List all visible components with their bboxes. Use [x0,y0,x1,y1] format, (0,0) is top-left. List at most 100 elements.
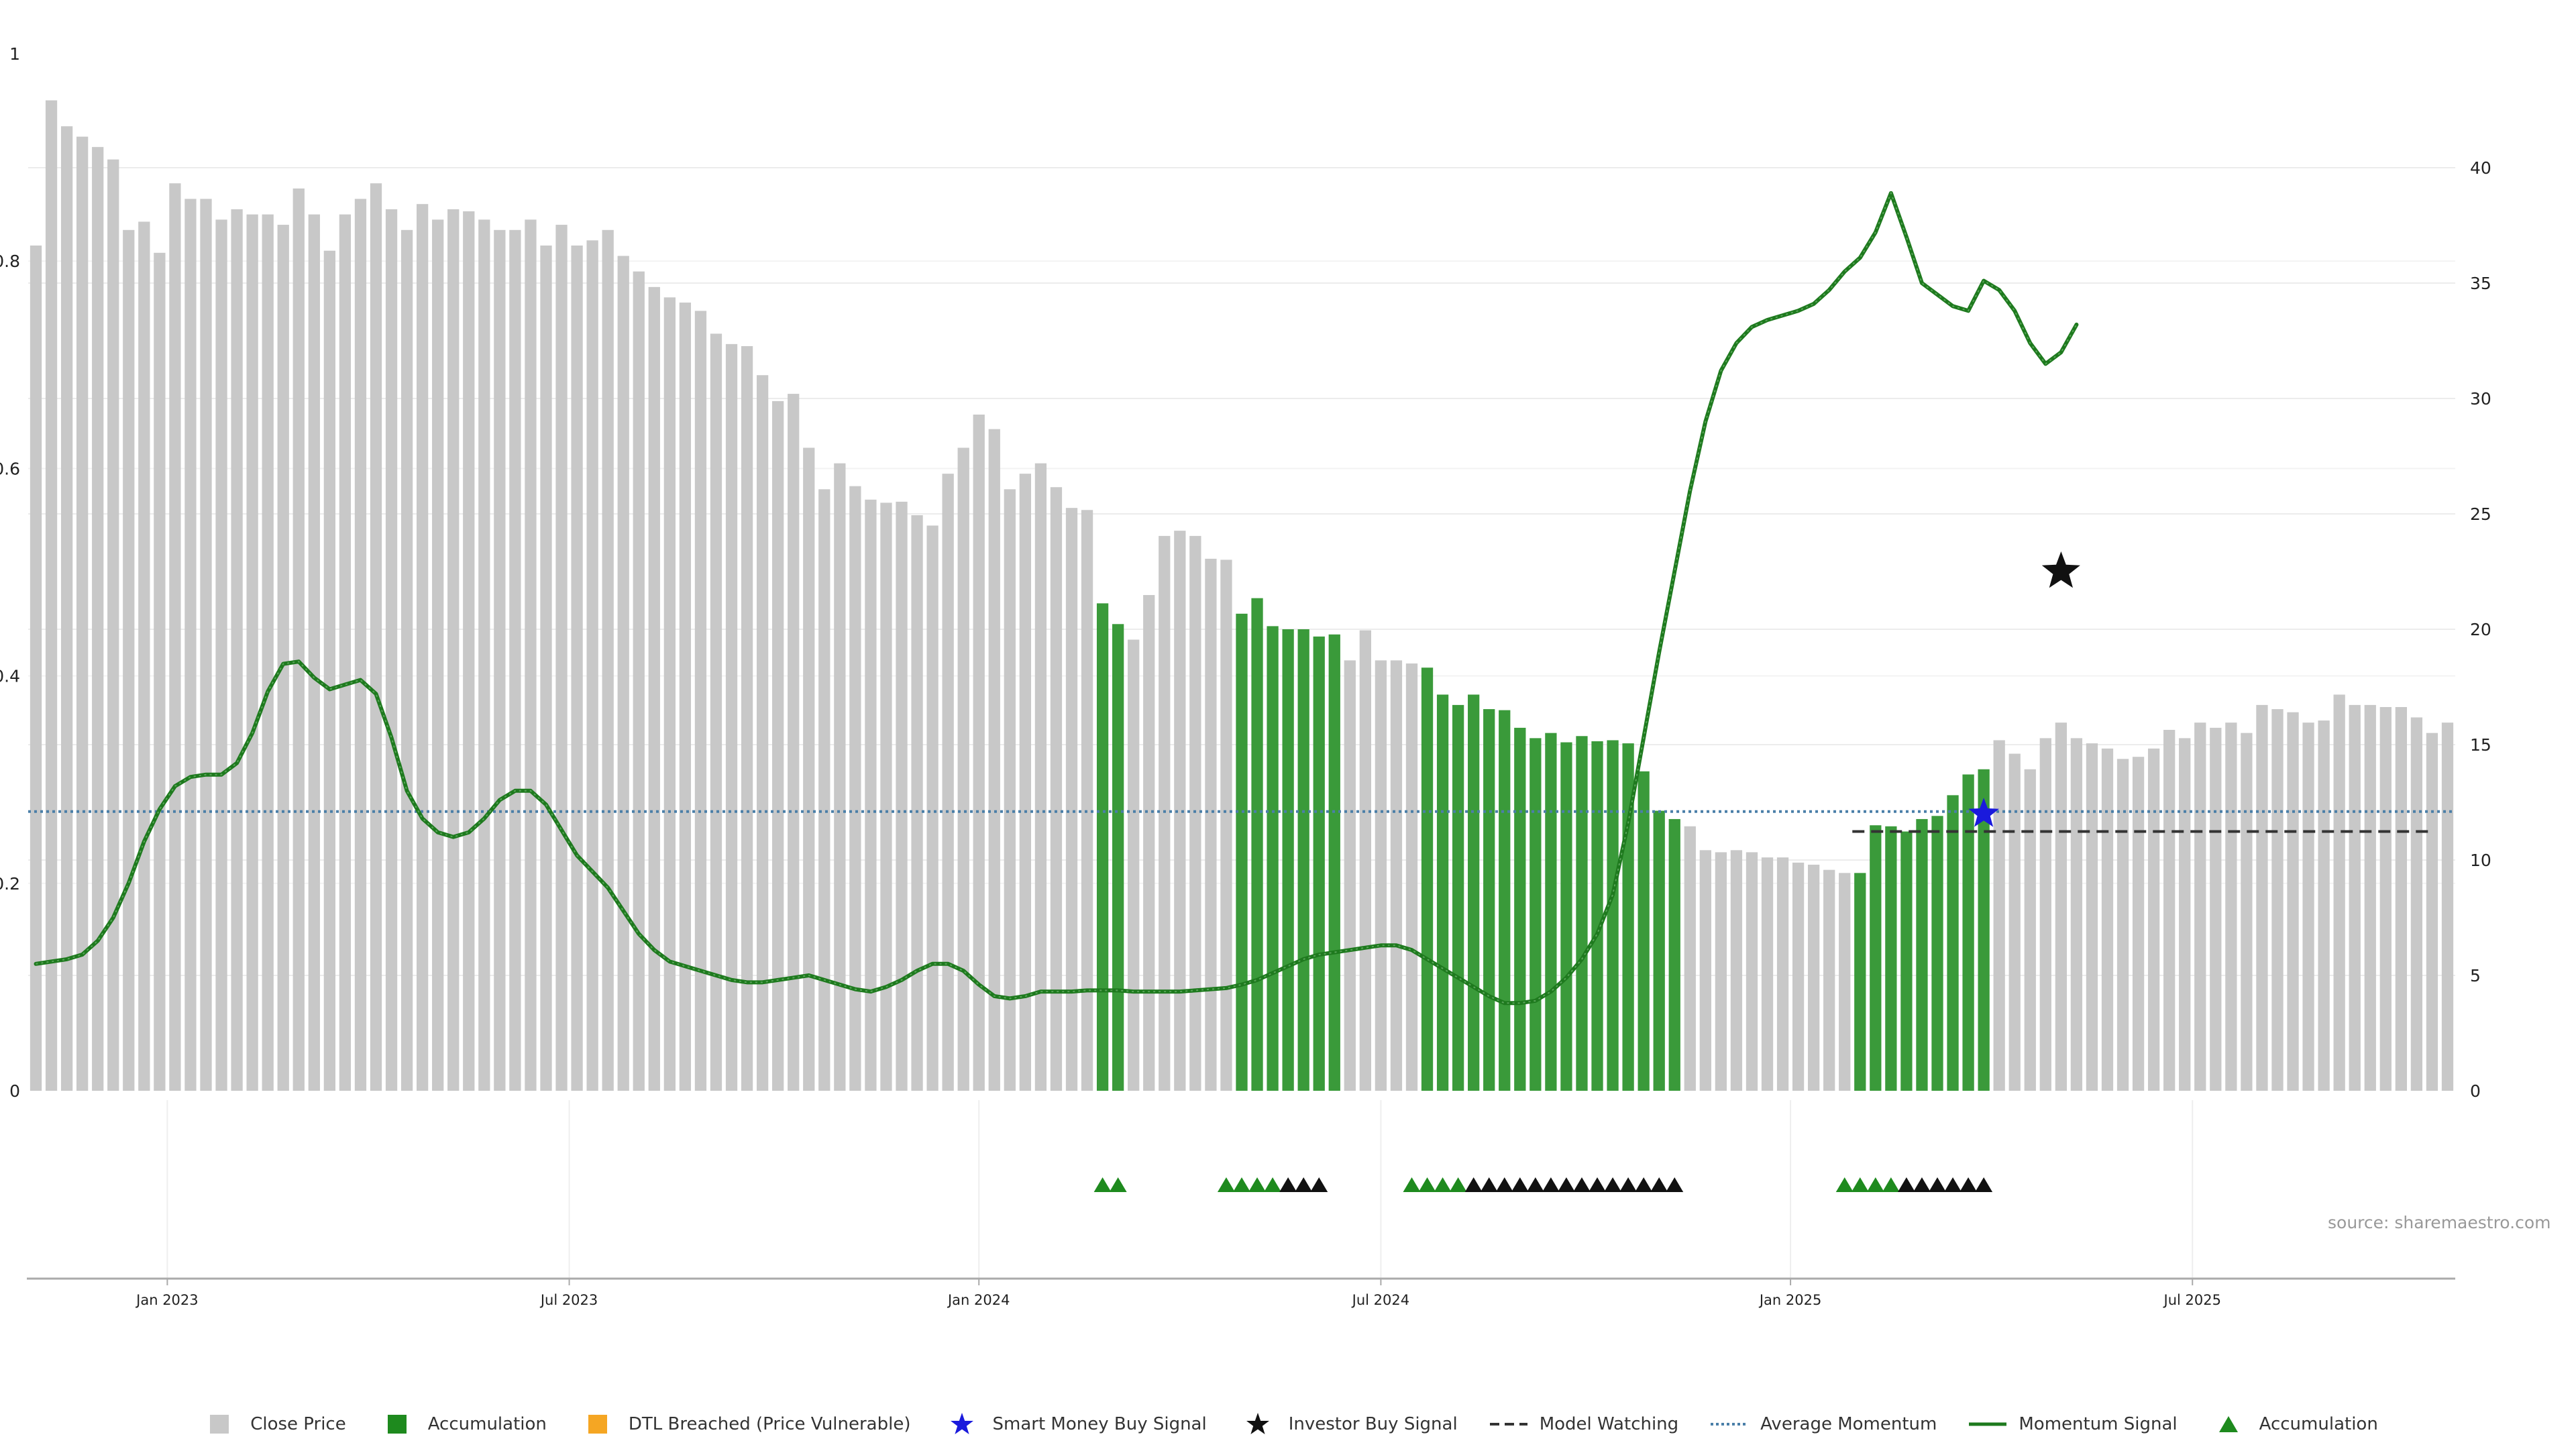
close-price-bar [2426,733,2438,1091]
accumulation-bar [1607,740,1619,1091]
accumulation-bar [1947,795,1959,1091]
green-triangle-icon [2218,1416,2238,1432]
right-axis-tick: 35 [2470,274,2491,293]
accumulation-triangle [1403,1177,1421,1192]
accumulation-bar [1514,727,1526,1091]
legend-label: DTL Breached (Price Vulnerable) [628,1414,911,1434]
accumulation-triangle [1449,1177,1467,1192]
close-price-bar [957,447,969,1091]
legend-item-accumulation: Accumulation [376,1412,547,1436]
close-price-bar [2364,704,2376,1091]
legend-item-dtl-breached: DTL Breached (Price Vulnerable) [576,1412,911,1436]
legend-item-close-price: Close Price [198,1412,346,1436]
close-price-bar [169,183,181,1091]
investor-buy-triangle [1897,1177,1915,1192]
close-price-bar [262,214,274,1091]
investor-buy-triangle [1975,1177,1993,1192]
close-price-bar [494,229,506,1091]
close-price-bar [277,225,289,1091]
legend-label: Close Price [250,1414,346,1434]
close-price-bar [1004,489,1016,1091]
close-price-bar [215,219,227,1091]
close-price-bar [1143,595,1155,1091]
close-price-bar [1715,852,1727,1091]
investor-buy-triangle [1604,1177,1622,1192]
close-price-bar [1808,864,1820,1091]
accumulation-triangle [1233,1177,1250,1192]
left-axis-tick: 0 [9,1081,20,1101]
close-price-bar [2086,743,2098,1091]
close-price-bar [339,214,352,1091]
accumulation-bar [1653,810,1665,1091]
right-axis-tick: 5 [2470,966,2481,985]
investor-buy-triangle [1929,1177,1947,1192]
close-price-bar [478,219,490,1091]
close-price-bar [123,229,135,1091]
left-axis-tick: 0.4 [0,667,20,686]
close-price-bar [586,240,598,1091]
right-axis-tick: 40 [2470,158,2491,178]
close-price-bar [92,147,104,1091]
right-axis-tick: 30 [2470,389,2491,409]
close-price-bar [1839,873,1851,1091]
close-price-bar [1699,850,1711,1091]
close-price-bar [509,229,521,1091]
investor-buy-triangle [1913,1177,1931,1192]
gray-square-icon [210,1415,229,1434]
close-price-bar [1081,510,1093,1091]
close-price-bar [1065,508,1078,1091]
accumulation-bar [1236,613,1248,1091]
close-price-bar [1050,487,1063,1091]
legend-label: Momentum Signal [2019,1414,2178,1434]
accumulation-bar [1282,629,1294,1091]
close-price-bar [988,429,1000,1091]
legend-item-investor-buy: Investor Buy Signal [1236,1412,1458,1436]
momentum-signal-line [34,191,2079,1006]
right-axis-tick: 20 [2470,620,2491,639]
close-price-bar [772,400,784,1091]
close-price-bar [138,221,150,1091]
close-price-bar [2395,706,2407,1091]
accumulation-bar [1900,831,1913,1091]
close-price-bar [1205,558,1217,1091]
accumulation-bar [1545,733,1557,1091]
close-price-bar [633,271,645,1091]
accumulation-bar [1576,736,1588,1091]
accumulation-bar [1638,771,1650,1091]
close-price-bar [803,447,815,1091]
close-price-bar [1792,862,1805,1091]
legend-label: Smart Money Buy Signal [992,1414,1207,1434]
close-price-bar [2287,712,2299,1091]
green-line-icon [1969,1422,2007,1426]
accumulation-bar [1096,603,1109,1091]
momentum-signal-line-texture [36,191,2078,1004]
close-price-bar [710,333,722,1091]
close-price-bar [184,199,197,1091]
dashed-line-icon [1489,1423,1527,1426]
accumulation-triangle [1866,1177,1884,1192]
accumulation-bar [1251,598,1263,1091]
close-price-bar [2147,748,2160,1091]
accumulation-triangle [1217,1177,1235,1192]
close-price-bar [2225,722,2237,1091]
orange-square-icon [588,1415,607,1434]
investor-buy-triangle [1557,1177,1575,1192]
investor-buy-triangle [1295,1177,1313,1192]
close-price-bar [1761,857,1774,1091]
investor-buy-triangle [1464,1177,1483,1192]
left-axis-tick: 0.8 [0,252,20,271]
close-price-bar [432,219,444,1091]
close-price-bar [1823,869,1835,1091]
investor-buy-triangle [1960,1177,1978,1192]
close-price-bar [926,525,938,1091]
close-price-bar [246,214,258,1091]
close-price-bar [2194,722,2206,1091]
close-price-bar [2241,733,2253,1091]
close-price-bar [292,188,305,1091]
close-price-bar [1359,630,1371,1091]
close-price-bar [447,209,460,1091]
right-axis-tick: 15 [2470,735,2491,755]
close-price-bar [1034,463,1047,1091]
close-price-bar [1776,857,1789,1091]
